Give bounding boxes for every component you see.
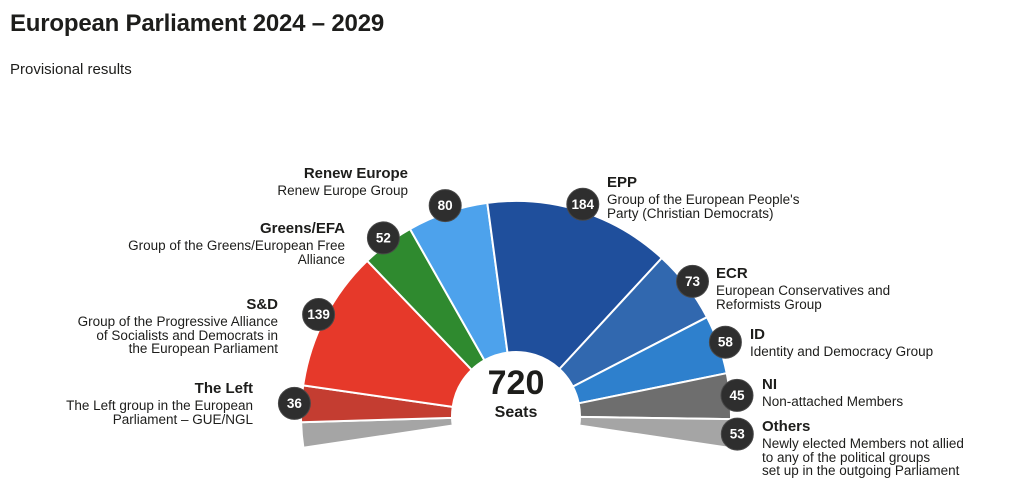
seat-badge-circle: [708, 325, 742, 359]
group-description-line: Party (Christian Democrats): [607, 205, 774, 221]
seat-badge-value: 73: [685, 274, 701, 289]
seat-badge-the-left: 36: [277, 386, 311, 420]
group-label-the-left: The Left The Left group in the European Pa…: [66, 381, 253, 426]
seat-badge-greens-efa: 52: [366, 221, 400, 255]
group-label-greens-efa: Greens/EFA Group of the Greens/European F…: [128, 221, 345, 266]
group-description-line: Non-attached Members: [762, 394, 904, 409]
group-label-renew-europe: Renew Europe Renew Europe Group: [277, 166, 408, 198]
group-description-line: Parliament – GUE/NGL: [112, 411, 253, 427]
group-name: Greens/EFA: [259, 220, 345, 237]
group-description-line: set up in the outgoing Parliament: [762, 463, 960, 479]
group-description-line: Alliance: [297, 251, 345, 267]
group-description-line: Reformists Group: [716, 296, 822, 312]
group-name: The Left: [194, 380, 253, 397]
group-description-line: to any of the political groups: [762, 449, 931, 465]
group-label-ni: NI Non-attached Members: [762, 377, 903, 409]
wedge-s-d: [302, 259, 473, 408]
wedge-others: [578, 415, 732, 449]
group-name: ECR: [716, 265, 748, 282]
page-title: European Parliament 2024 – 2029: [10, 10, 385, 37]
seat-badge-ni: 45: [720, 378, 754, 412]
group-label-id: ID Identity and Democracy Group: [750, 327, 933, 359]
seat-badge-circle: [277, 386, 311, 420]
group-name: NI: [762, 376, 777, 393]
seat-badge-circle: [366, 221, 400, 255]
wedge-epp: [486, 200, 663, 370]
group-name: Renew Europe: [303, 165, 408, 182]
group-description-line: Group of the Greens/European Free: [128, 238, 345, 253]
page-subtitle: Provisional results: [10, 61, 132, 78]
seat-badge-value: 36: [287, 396, 303, 411]
seat-badge-circle: [302, 298, 336, 331]
seat-badge-value: 80: [438, 198, 453, 213]
seat-badge-circle: [566, 187, 600, 221]
group-name: Others: [762, 418, 811, 435]
group-description-line: of Socialists and Democrats in: [96, 327, 278, 343]
group-description-line: The Left group in the European: [66, 398, 253, 413]
seat-badge-value: 139: [307, 307, 330, 322]
seat-badge-circle: [720, 417, 754, 451]
group-description-line: Group of the Progressive Alliance: [77, 314, 278, 329]
group-label-ecr: ECR European Conservatives and Reformists …: [716, 266, 890, 311]
group-label-others: Others Newly elected Members not allied to…: [762, 419, 964, 478]
seat-badge-value: 58: [718, 335, 734, 350]
seat-badge-id: 58: [708, 325, 742, 359]
seat-badge-value: 45: [729, 388, 745, 403]
seat-badge-circle: [720, 378, 754, 412]
seat-badge-value: 53: [730, 427, 746, 442]
seat-badge-renew-europe: 80: [428, 189, 462, 223]
group-description-line: Group of the European People's: [607, 192, 800, 207]
group-description-line: European Conservatives and: [716, 283, 891, 298]
group-label-epp: EPP Group of the European People's Party (…: [607, 175, 799, 220]
group-description-line: Renew Europe Group: [277, 183, 408, 198]
seat-badge-value: 52: [376, 230, 391, 245]
group-description-line: Newly elected Members not allied: [762, 436, 964, 451]
group-description-line: Identity and Democracy Group: [750, 344, 934, 359]
group-name: S&D: [246, 296, 278, 313]
seat-badge-ecr: 73: [676, 264, 709, 298]
group-name: EPP: [607, 174, 638, 191]
seat-badge-others: 53: [720, 417, 754, 451]
seat-badge-circle: [676, 264, 709, 298]
group-name: ID: [750, 326, 765, 343]
seat-badge-s-d: 139: [302, 298, 336, 331]
seat-badge-value: 184: [572, 197, 595, 212]
seat-badge-circle: [428, 189, 462, 223]
group-label-s-d: S&D Group of the Progressive Alliance of S…: [78, 297, 278, 356]
group-description-line: the European Parliament: [128, 341, 278, 357]
seat-badge-epp: 184: [566, 187, 600, 221]
